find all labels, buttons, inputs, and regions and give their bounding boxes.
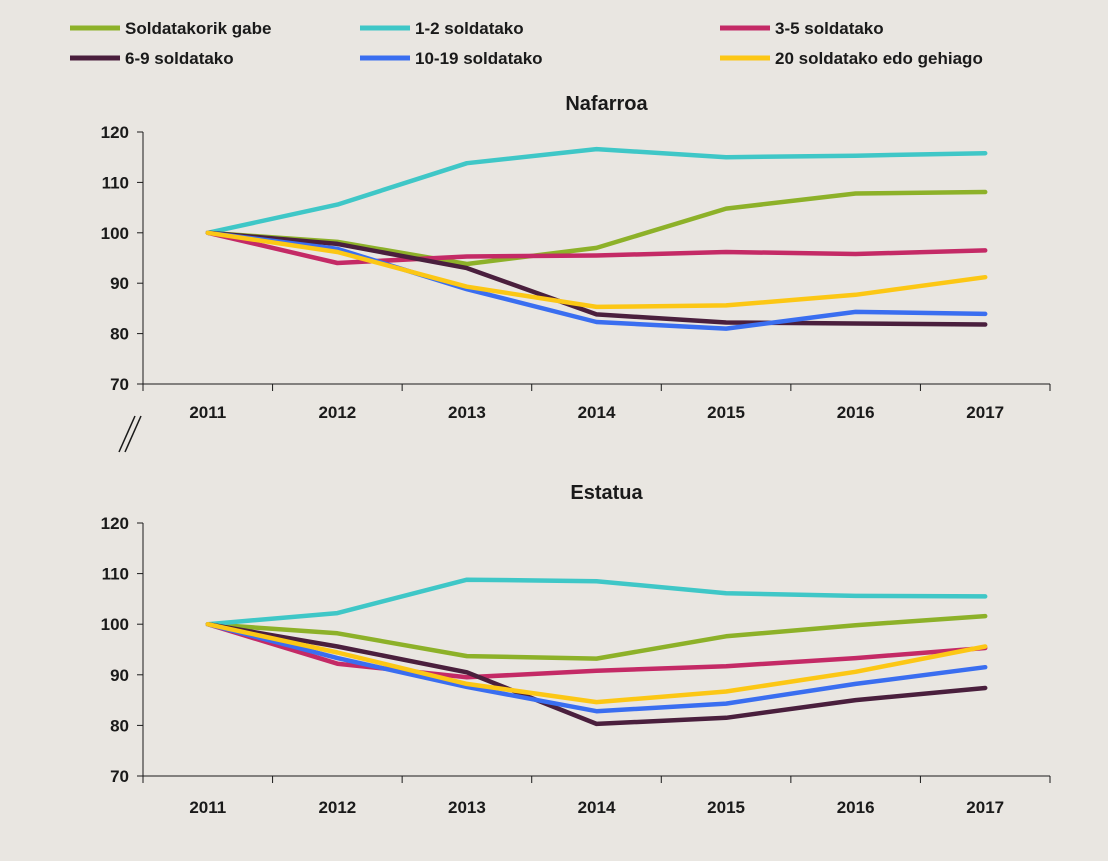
x-tick-label: 2017 [966, 403, 1004, 422]
y-tick-label: 110 [102, 565, 129, 584]
panel-nafarroa: Nafarroa 70 80 90 100 110 120 2011 2012 2013 2014 2… [101, 93, 1051, 422]
panel-title: Estatua [570, 482, 643, 504]
x-tick-label: 2012 [318, 798, 356, 817]
x-tick-label: 2011 [189, 403, 226, 422]
legend-item-1-2-soldatako: 1-2 soldatako [360, 19, 524, 38]
series-line-1-2-soldatako [205, 146, 988, 236]
series-line-20-soldatako-edo-gehiago [205, 230, 988, 310]
y-tick-label: 120 [101, 514, 129, 533]
series-line-soldatakorik-gabe [205, 613, 988, 661]
x-tick-label: 2012 [318, 403, 356, 422]
y-tick-label: 90 [110, 666, 129, 685]
y-tick-label: 110 [102, 173, 129, 192]
x-tick-label: 2013 [448, 798, 486, 817]
axis-break-mark [118, 415, 142, 453]
x-tick-label: 2011 [189, 798, 226, 817]
legend-label: 10-19 soldatako [415, 49, 543, 68]
series-line-3-5-soldatako [205, 621, 988, 680]
panels: Nafarroa 70 80 90 100 110 120 2011 2012 2013 2014 2… [101, 93, 1051, 817]
x-tick-label: 2017 [966, 798, 1004, 817]
legend: Soldatakorik gabe 1-2 soldatako 3-5 soldat… [70, 19, 983, 68]
legend-item-soldatakorik-gabe: Soldatakorik gabe [70, 19, 271, 38]
series-line-1-2-soldatako [205, 577, 988, 627]
legend-label: 20 soldatako edo gehiago [775, 49, 983, 68]
series-line-10-19-soldatako [205, 230, 988, 331]
x-tick-label: 2013 [448, 403, 486, 422]
series-line-3-5-soldatako [205, 230, 988, 266]
x-tick-label: 2015 [707, 403, 745, 422]
legend-label: 6-9 soldatako [125, 49, 234, 68]
y-tick-label: 80 [110, 325, 129, 344]
legend-item-20-soldatako-edo-gehiago: 20 soldatako edo gehiago [720, 49, 983, 68]
y-tick-label: 80 [110, 716, 129, 735]
y-tick-label: 100 [101, 224, 129, 243]
legend-label: 3-5 soldatako [775, 19, 884, 38]
panel-estatua: Estatua 70 80 90 100 110 120 2011 2012 2013 2014 20… [101, 482, 1051, 817]
y-tick-label: 100 [101, 615, 129, 634]
series-line-10-19-soldatako [205, 621, 988, 714]
x-tick-label: 2014 [578, 798, 616, 817]
legend-item-3-5-soldatako: 3-5 soldatako [720, 19, 884, 38]
y-tick-label: 90 [110, 274, 129, 293]
series-line-6-9-soldatako [205, 230, 988, 327]
x-tick-label: 2016 [837, 403, 875, 422]
y-tick-label: 120 [101, 123, 129, 142]
series-line-6-9-soldatako [205, 621, 988, 727]
legend-label: 1-2 soldatako [415, 19, 524, 38]
series-line-20-soldatako-edo-gehiago [205, 621, 988, 705]
x-tick-label: 2014 [578, 403, 616, 422]
x-tick-label: 2016 [837, 798, 875, 817]
y-tick-label: 70 [110, 375, 129, 394]
legend-item-6-9-soldatako: 6-9 soldatako [70, 49, 234, 68]
x-tick-label: 2015 [707, 798, 745, 817]
legend-item-10-19-soldatako: 10-19 soldatako [360, 49, 543, 68]
y-tick-label: 70 [110, 767, 129, 786]
panel-title: Nafarroa [565, 93, 648, 115]
legend-label: Soldatakorik gabe [125, 19, 271, 38]
